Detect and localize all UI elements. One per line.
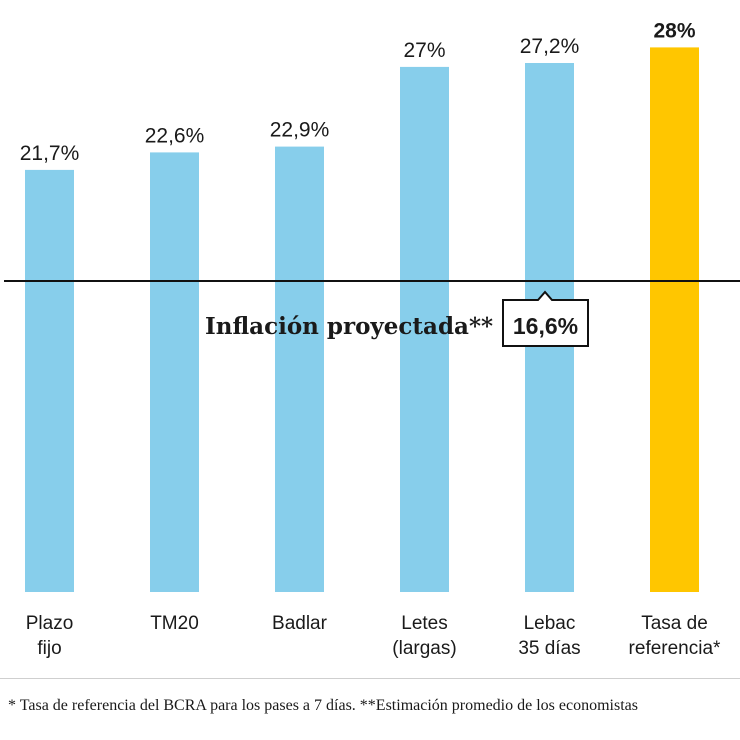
value-label-5: 28%	[653, 19, 695, 42]
value-label-3: 27%	[403, 39, 445, 62]
category-labels-layer: Plazo fijo TM20 Badlar Letes (largas) Lebac 35 …	[26, 613, 721, 659]
reference-value-callout	[502, 290, 589, 347]
footnote-divider	[0, 678, 740, 679]
footnote: * Tasa de referencia del BCRA para los p…	[8, 697, 638, 714]
category-label-2-line-0: Badlar	[272, 613, 328, 634]
value-label-1: 22,6%	[145, 124, 205, 147]
value-label-4: 27,2%	[520, 35, 580, 58]
category-label-3-line-0: Letes	[401, 613, 447, 634]
bar-0	[25, 169, 74, 592]
category-label-0-line-1: fijo	[37, 638, 61, 659]
category-label-4-line-0: Lebac	[524, 613, 576, 634]
category-label-4-line-1: 35 días	[518, 638, 580, 659]
bar-3	[400, 66, 449, 592]
category-label-3-line-1: (largas)	[392, 638, 456, 659]
value-label-0: 21,7%	[20, 142, 80, 165]
value-label-2: 22,9%	[270, 119, 330, 142]
reference-line-group: Inflación proyectada** 16,6%	[4, 280, 740, 347]
bar-1	[150, 152, 199, 592]
category-label-0-line-0: Plazo	[26, 613, 74, 634]
category-label-1-line-0: TM20	[150, 613, 199, 634]
reference-value-label: 16,6%	[513, 313, 578, 339]
reference-line-label: Inflación proyectada**	[205, 313, 493, 340]
value-labels-layer: 21,7% 22,6% 22,9% 27% 27,2% 28%	[20, 19, 696, 165]
bar-5	[650, 47, 699, 592]
category-label-5-line-0: Tasa de	[641, 613, 708, 634]
category-label-5-line-1: referencia*	[629, 638, 721, 659]
bar-2	[275, 146, 324, 592]
